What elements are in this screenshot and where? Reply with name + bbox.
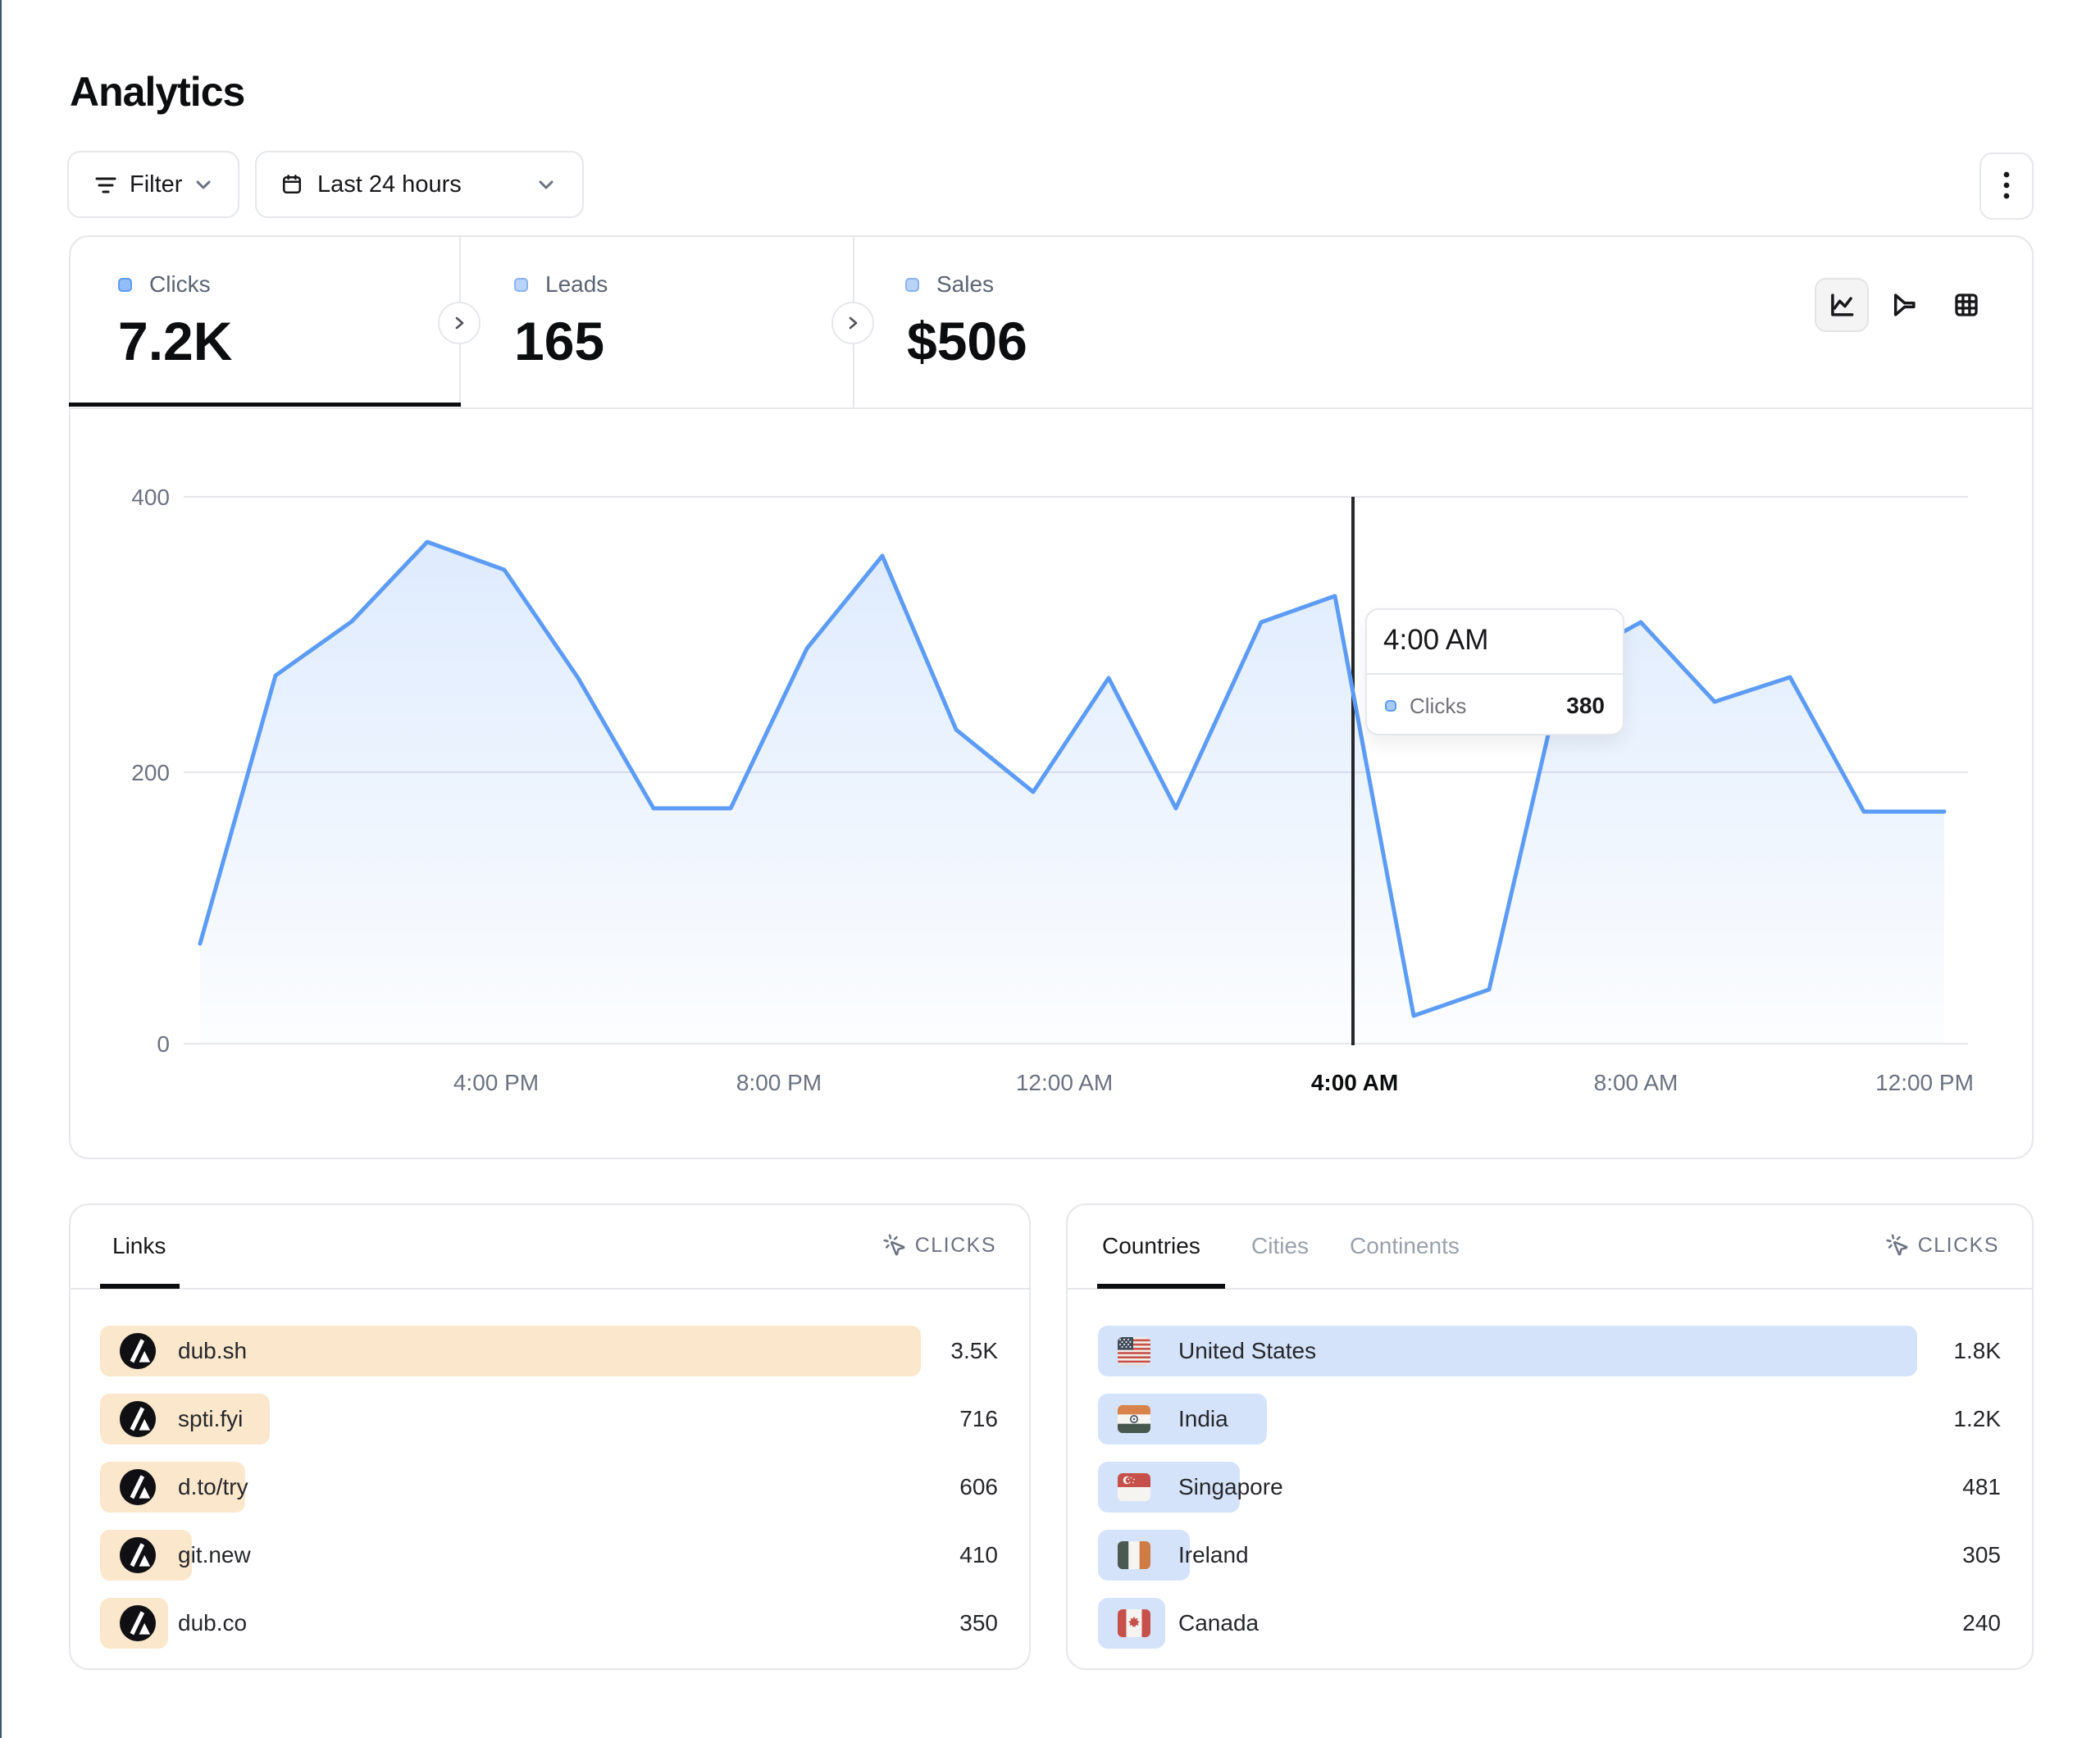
- svg-text:8:00 AM: 8:00 AM: [1594, 1070, 1679, 1095]
- svg-text:0: 0: [157, 1031, 170, 1057]
- svg-text:8:00 PM: 8:00 PM: [736, 1070, 822, 1095]
- svg-text:12:00 PM: 12:00 PM: [1875, 1070, 1974, 1095]
- svg-text:200: 200: [131, 760, 170, 785]
- svg-text:12:00 AM: 12:00 AM: [1016, 1070, 1113, 1095]
- svg-text:400: 400: [131, 485, 170, 510]
- svg-text:4:00 PM: 4:00 PM: [453, 1070, 539, 1095]
- svg-text:4:00 AM: 4:00 AM: [1311, 1070, 1398, 1095]
